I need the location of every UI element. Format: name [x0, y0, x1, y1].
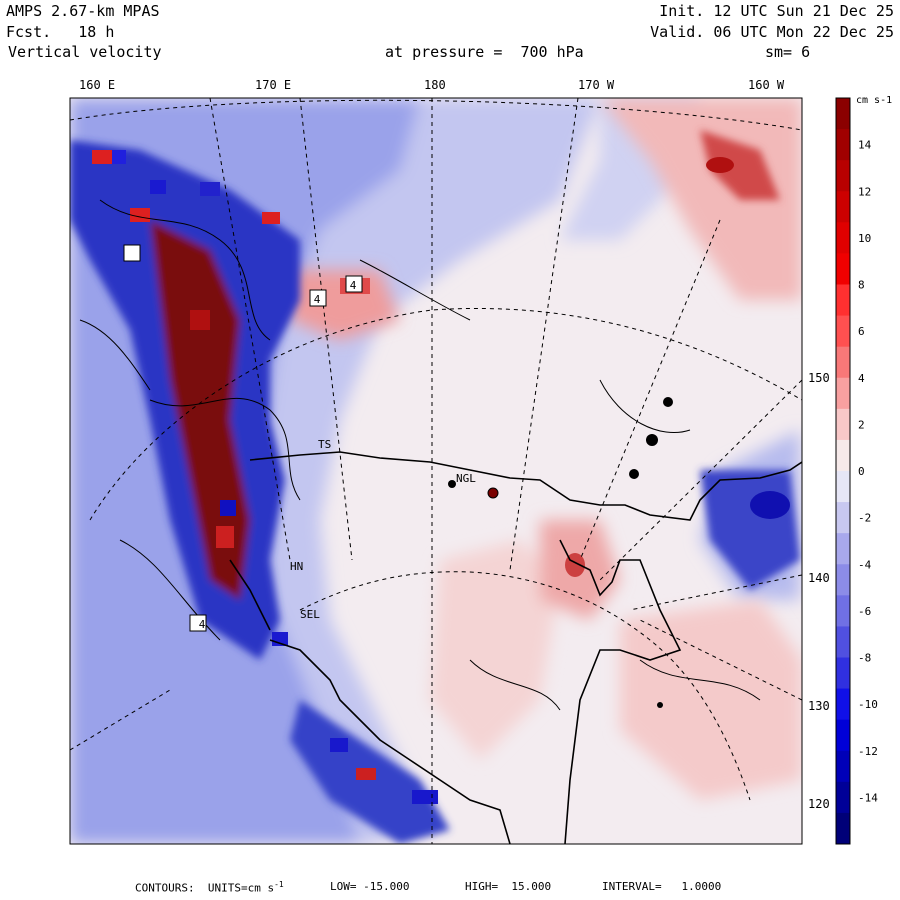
box-label-3: 4: [199, 618, 206, 631]
box-markers: [123, 244, 363, 632]
forecast-hour: Fcst. 18 h: [6, 23, 115, 41]
map-plot-area: [70, 98, 802, 844]
station-label-hn: HN: [290, 560, 303, 573]
colorbar-swatch: [836, 626, 850, 658]
colorbar-label: 6: [858, 325, 865, 338]
colorbar-swatch: [836, 377, 850, 410]
colorbar-swatch: [836, 564, 850, 596]
smoothing-value: sm= 6: [765, 43, 811, 61]
coastline: [229, 451, 802, 844]
colorbar-label: -4: [858, 558, 872, 571]
colorbar-swatch: [836, 408, 850, 441]
init-time: Init. 12 UTC Sun 21 Dec 25: [659, 2, 894, 20]
valid-time: Valid. 06 UTC Mon 22 Dec 25: [650, 23, 894, 41]
station-label-ts: TS: [318, 438, 331, 451]
pressure-level: at pressure = 700 hPa: [385, 43, 584, 61]
colorbar-swatch: [836, 595, 850, 627]
colorbar-label: 14: [858, 139, 872, 152]
footer-contours: CONTOURS: UNITS=cm s-1: [135, 880, 284, 895]
colorbar-swatch: [836, 471, 850, 503]
colorbar-swatch: [836, 657, 850, 690]
box-label-1: 4: [350, 279, 357, 292]
colorbar-swatch: [836, 98, 850, 130]
station-dots: [448, 397, 673, 708]
colorbar-swatch: [836, 750, 850, 783]
station-label-ngl: NGL: [456, 472, 476, 485]
footer-interval: INTERVAL= 1.0000: [602, 880, 722, 893]
colorbar-swatch: [836, 222, 850, 254]
station-label-sel: SEL: [300, 608, 320, 621]
colorbar-swatch: [836, 688, 850, 721]
colorbar: 14 12 10 8 6 4 2 0 -2 -4 -6 -8 -10 -12 -14: [835, 97, 878, 845]
colorbar-label: -10: [858, 698, 878, 711]
colorbar-label: -8: [858, 652, 871, 665]
colorbar-label: -14: [858, 791, 878, 804]
colorbar-swatch: [836, 719, 850, 752]
colorbar-label: 12: [858, 185, 871, 198]
contour-lines: [79, 199, 761, 711]
colorbar-swatch: [836, 533, 850, 565]
colorbar-swatch: [836, 315, 850, 348]
footer-low: LOW= -15.000: [330, 880, 410, 893]
positive-broad-field: [290, 98, 802, 800]
wave-cells: [92, 150, 790, 804]
colorbar-label: 2: [858, 418, 865, 431]
colorbar-swatch: [836, 253, 850, 285]
colorbar-label: 4: [858, 372, 865, 385]
lon-label-160w: 160 W: [748, 78, 785, 92]
colorbar-swatch: [836, 502, 850, 534]
colorbar-frame: [835, 97, 851, 845]
colorbar-label: 10: [858, 232, 871, 245]
footer-high: HIGH= 15.000: [465, 880, 552, 893]
lon-label-170e: 170 E: [255, 78, 292, 92]
field-name: Vertical velocity: [8, 43, 162, 61]
colorbar-swatch: [836, 129, 850, 161]
colorbar-label: 8: [858, 279, 865, 292]
colorbar-swatch: [836, 781, 850, 814]
colorbar-swatch: [836, 284, 850, 317]
lon-label-160e: 160 E: [79, 78, 116, 92]
colorbar-swatch: [836, 439, 850, 472]
colorbar-label: 0: [858, 465, 865, 478]
box-label-2: 4: [314, 293, 321, 306]
colorbar-swatch: [836, 191, 850, 223]
lon-label-180: 180: [424, 78, 446, 92]
colorbar-label: -2: [858, 512, 871, 525]
colorbar-label: -12: [858, 745, 878, 758]
lon-label-170w: 170 W: [578, 78, 615, 92]
map-frame: [69, 97, 803, 845]
colorbar-label: -6: [858, 605, 871, 618]
colorbar-swatch: [836, 346, 850, 379]
graticule: [70, 98, 802, 844]
model-title: AMPS 2.67-km MPAS: [6, 2, 160, 20]
colorbar-units: cm s-1: [856, 95, 892, 106]
colorbar-swatch: [836, 160, 850, 192]
colorbar-swatch: [836, 812, 850, 845]
